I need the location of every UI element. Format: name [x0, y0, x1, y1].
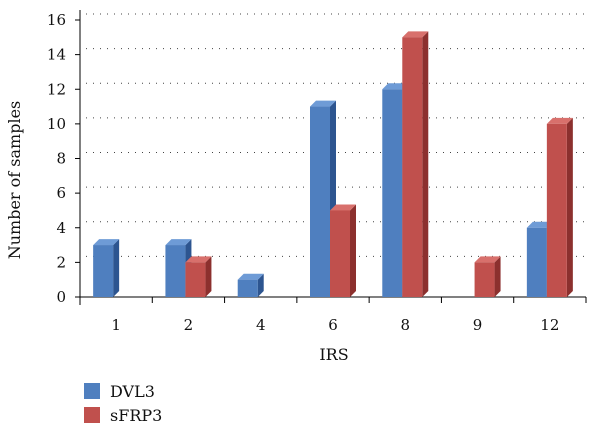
bar-side	[113, 239, 120, 297]
x-tick-label: 6	[328, 316, 338, 334]
x-tick-label: 4	[256, 316, 266, 334]
y-tick-label: 4	[56, 219, 66, 237]
bar-top	[330, 204, 356, 211]
y-tick-label: 10	[47, 115, 66, 133]
bar-sfrp3-6	[330, 204, 356, 297]
legend-item-sfrp3: sFRP3	[84, 404, 162, 426]
y-tick-label: 12	[47, 80, 66, 98]
bar-front	[382, 89, 403, 297]
bar-top	[382, 83, 409, 90]
bar-front	[165, 245, 186, 297]
bar-side	[494, 256, 501, 297]
bar-top	[546, 117, 573, 124]
y-tick-label: 2	[56, 253, 66, 271]
legend-label-dvl3: DVL3	[110, 381, 155, 401]
bar-sfrp3-2	[185, 256, 212, 297]
bar-front	[526, 227, 547, 297]
bar-side	[205, 256, 212, 297]
x-tick-label: 1	[111, 316, 121, 334]
y-tick-label: 6	[56, 184, 66, 202]
y-tick-label: 16	[47, 11, 66, 29]
bar-side	[257, 273, 264, 297]
bar-side	[566, 117, 573, 297]
y-tick-label: 14	[47, 46, 66, 64]
x-tick-label: 9	[473, 316, 483, 334]
bar-front	[185, 262, 206, 297]
x-tick-label: 12	[540, 316, 559, 334]
y-tick-labels: 0 2 4 6 8 10 12 14 16	[47, 11, 66, 306]
bar-sfrp3-8	[402, 31, 429, 297]
bar-front	[93, 245, 114, 297]
y-tick-label: 0	[56, 288, 66, 306]
bar-sfrp3-9	[474, 256, 501, 297]
bar-dvl3-4	[237, 273, 264, 297]
axes	[75, 10, 587, 305]
y-tick-label: 8	[56, 150, 66, 168]
bar-side	[422, 31, 429, 297]
bars	[93, 31, 573, 297]
bar-top	[402, 31, 429, 38]
bar-top	[526, 221, 553, 228]
bar-front	[330, 210, 350, 297]
x-tick-label: 2	[184, 316, 194, 334]
bar-sfrp3-12	[546, 117, 573, 297]
bar-dvl3-1	[93, 239, 120, 297]
legend-swatch-sfrp3	[84, 407, 100, 423]
bar-side	[350, 204, 356, 297]
bar-top	[237, 273, 264, 280]
bar-front	[237, 279, 258, 297]
bar-top	[93, 239, 120, 246]
y-axis-label: Number of samples	[5, 101, 24, 260]
x-tick-labels: 1 2 4 6 8 9 12	[111, 316, 559, 334]
bar-top	[474, 256, 501, 263]
bar-top	[165, 239, 192, 246]
legend: DVL3 sFRP3	[84, 380, 162, 428]
x-axis-label: IRS	[319, 345, 348, 364]
bar-front	[474, 262, 495, 297]
bar-front	[402, 37, 423, 297]
bar-top	[310, 100, 336, 107]
bar-front	[546, 123, 567, 297]
legend-item-dvl3: DVL3	[84, 380, 162, 402]
bar-top	[185, 256, 212, 263]
x-tick-label: 8	[401, 316, 411, 334]
legend-label-sfrp3: sFRP3	[110, 405, 163, 425]
bar-front	[310, 106, 330, 297]
legend-swatch-dvl3	[84, 383, 100, 399]
